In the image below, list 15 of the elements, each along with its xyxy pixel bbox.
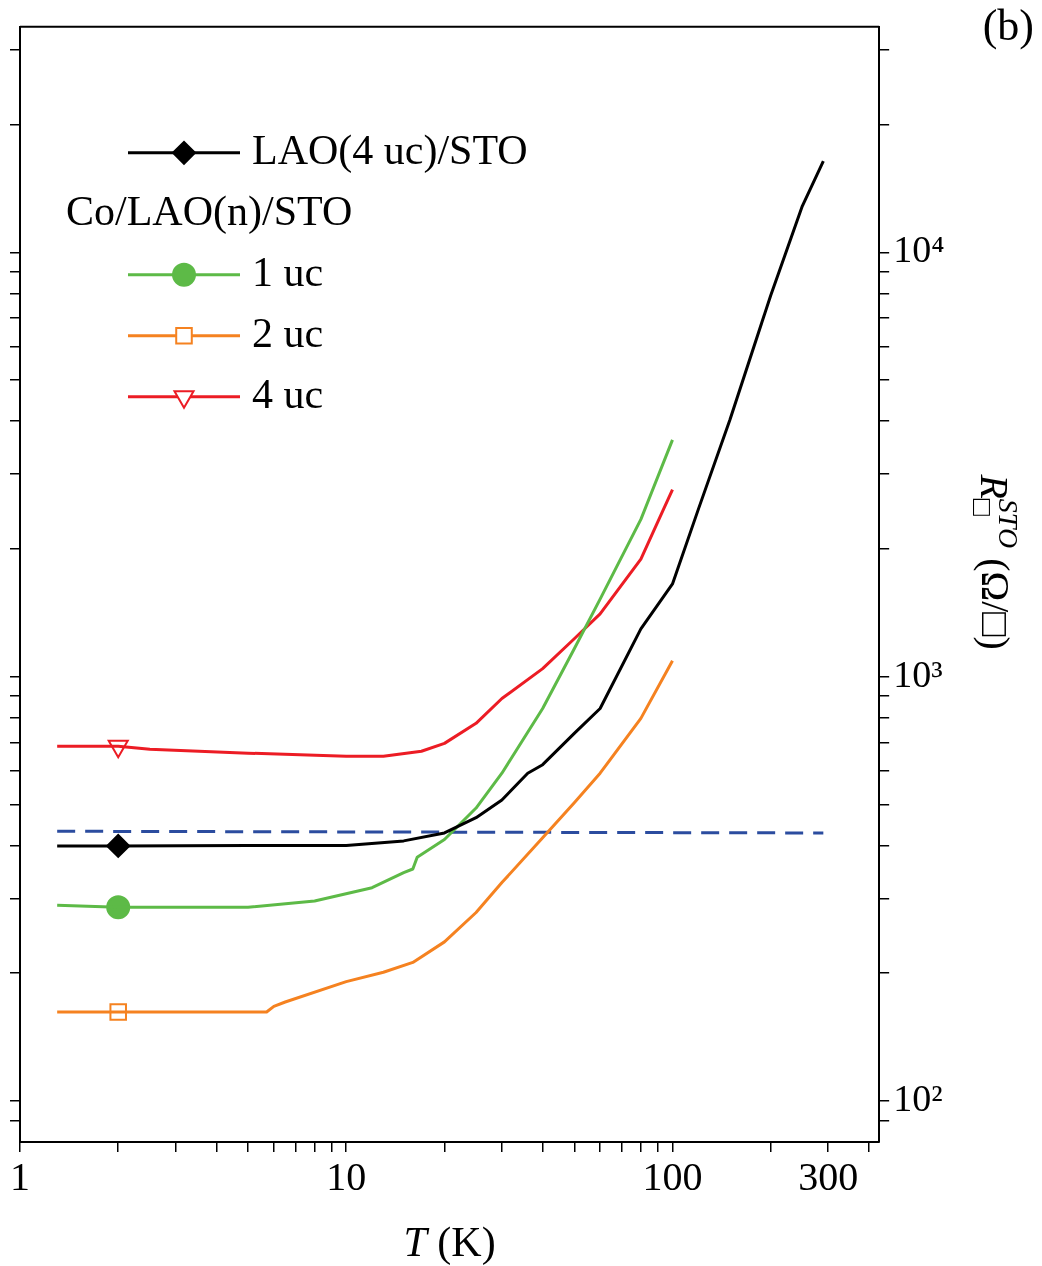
y-tick-label: 10⁴: [893, 228, 945, 271]
y-tick-label: 10³: [893, 652, 943, 695]
legend-label: 2 uc: [252, 309, 324, 356]
x-tick-label: 300: [798, 1153, 859, 1199]
legend-label: 1 uc: [252, 248, 324, 295]
legend-title: Co/LAO(n)/STO: [66, 187, 353, 235]
legend-label: LAO(4 uc)/STO: [252, 126, 528, 174]
y-axis-title: R□STO (Ω/□): [966, 473, 1024, 650]
x-tick-label: 100: [642, 1153, 703, 1199]
legend-label: 4 uc: [252, 370, 324, 417]
x-tick-label: 1: [10, 1153, 30, 1199]
x-tick-label: 10: [326, 1153, 367, 1199]
text: (b): [982, 0, 1034, 50]
x-axis-title: T (K): [403, 1219, 496, 1266]
y-tick-label: 10²: [893, 1076, 943, 1119]
